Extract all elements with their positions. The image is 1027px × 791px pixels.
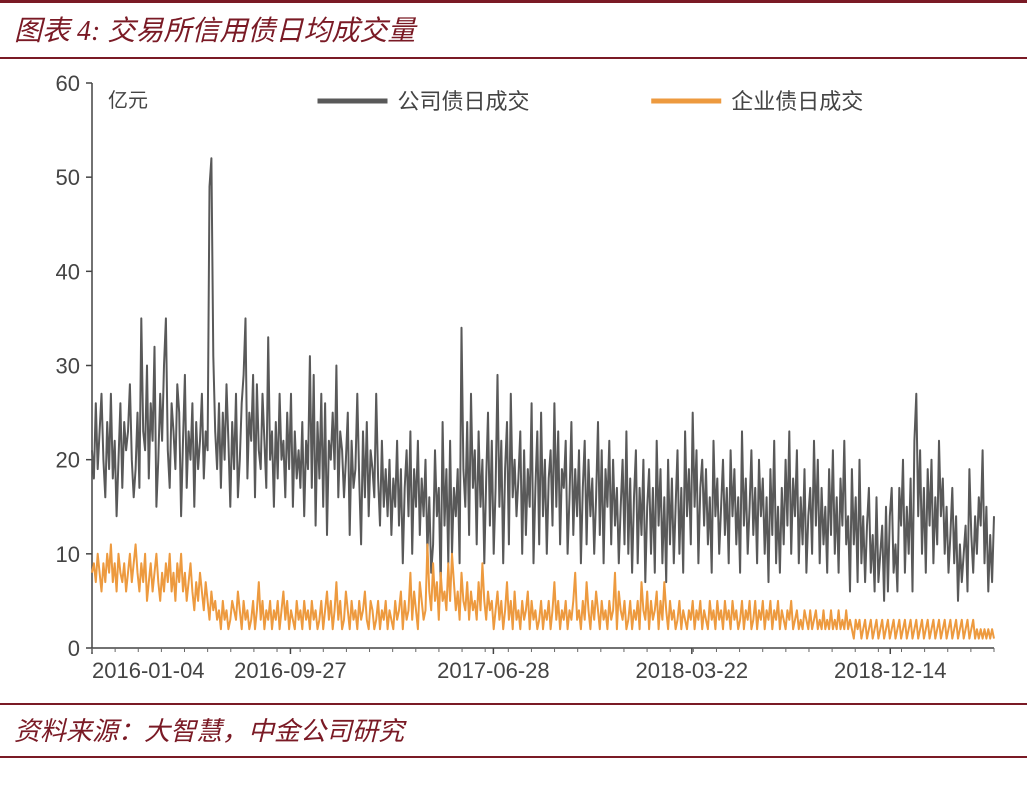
svg-text:2018-12-14: 2018-12-14	[833, 658, 946, 683]
svg-text:2016-01-04: 2016-01-04	[92, 658, 205, 683]
svg-text:50: 50	[55, 165, 79, 190]
source-text: 资料来源：大智慧，中金公司研究	[14, 717, 404, 746]
svg-text:2016-09-27: 2016-09-27	[234, 658, 347, 683]
source-bar: 资料来源：大智慧，中金公司研究	[0, 703, 1027, 758]
chart-container: 0 10 20 30 40 50 60 亿元 2016-01-04 2016-09-27 2017-…	[14, 63, 1014, 703]
svg-text:30: 30	[55, 354, 79, 379]
svg-text:亿元: 亿元	[108, 89, 148, 112]
svg-text:40: 40	[55, 259, 79, 284]
chart-svg: 0 10 20 30 40 50 60 亿元 2016-01-04 2016-09-27 2017-…	[14, 63, 1014, 703]
svg-text:10: 10	[55, 542, 79, 567]
chart-title-text: 交易所信用债日均成交量	[100, 16, 415, 47]
svg-text:2018-03-22: 2018-03-22	[635, 658, 748, 683]
chart-title-bar: 图表 4: 交易所信用债日均成交量	[0, 0, 1027, 59]
svg-text:2017-06-28: 2017-06-28	[437, 658, 550, 683]
svg-text:企业债日成交: 企业债日成交	[731, 89, 863, 114]
svg-text:60: 60	[55, 71, 79, 96]
svg-text:公司债日成交: 公司债日成交	[397, 89, 529, 114]
svg-text:0: 0	[67, 636, 79, 661]
svg-text:20: 20	[55, 448, 79, 473]
chart-number: 图表 4:	[14, 16, 100, 47]
